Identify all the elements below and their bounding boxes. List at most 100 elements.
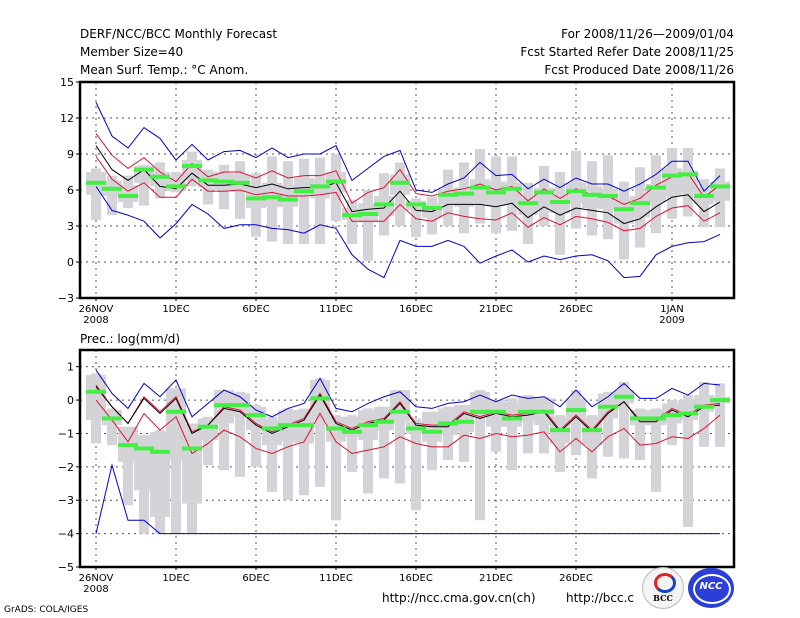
precip-median-marker <box>118 443 138 448</box>
temp-median-marker <box>118 194 138 198</box>
temp-median-marker <box>310 184 330 189</box>
temp-whisker-bar <box>555 172 565 255</box>
precip-median-marker <box>406 426 426 431</box>
precip-median-marker <box>358 423 378 428</box>
precip-box <box>86 375 106 421</box>
temp-median-marker <box>262 195 282 200</box>
temp-median-marker <box>406 202 426 207</box>
temp-y-tick-label: −3 <box>58 292 74 305</box>
precip-box <box>182 423 202 504</box>
temp-plot-frame <box>78 80 736 300</box>
temp-median-marker <box>166 184 186 189</box>
precip-whisker-bar <box>123 426 133 506</box>
precip-whisker-bar <box>683 395 693 527</box>
precip-box <box>390 390 410 422</box>
precip-x-tick-label: 21DEC <box>479 573 513 584</box>
precip-whisker-bar <box>315 378 325 487</box>
ncc-logo: NCC <box>688 568 734 608</box>
variable-label: Mean Surf. Temp.: °C Anom. <box>80 63 249 77</box>
precip-whisker-bar <box>203 416 213 466</box>
precip-x-tick-label: 26NOV <box>79 573 114 584</box>
precip-y-tick-label: −5 <box>58 561 74 574</box>
precip-whisker-bar <box>651 408 661 492</box>
temp-median-marker <box>630 201 650 206</box>
precip-whisker-bar <box>603 391 613 457</box>
temp-y-tick-label: 12 <box>60 112 74 125</box>
temp-median-marker <box>214 179 234 184</box>
temp-median-marker <box>646 185 666 190</box>
precip-median-marker <box>422 429 442 434</box>
temp-whisker-bar <box>315 157 325 244</box>
precip-x-tick-label: 6DEC <box>242 573 269 584</box>
precip-median-marker <box>390 409 410 414</box>
precip-box <box>502 401 522 427</box>
precip-median-marker <box>166 409 186 414</box>
precip-whisker-bar <box>171 388 181 534</box>
temp-y-tick-label: 15 <box>60 76 74 89</box>
ncc-logo-text: NCC <box>699 581 723 592</box>
precip-median-marker <box>614 394 634 399</box>
precip-y-tick-label: 1 <box>67 361 74 374</box>
temp-series-max-line <box>95 102 721 193</box>
precip-whisker-bar <box>107 408 117 446</box>
precip-x-tick-label: 1DEC <box>162 573 189 584</box>
temp-median-marker <box>134 167 154 172</box>
temp-median-marker <box>710 184 730 189</box>
temp-x-tick-sublabel: 2009 <box>659 315 684 326</box>
precip-median-marker <box>326 426 346 431</box>
precip-median-marker <box>86 389 106 394</box>
temp-x-tick-label: 6DEC <box>242 304 269 315</box>
precip-whisker-bar <box>363 408 373 494</box>
temp-median-marker <box>102 186 122 191</box>
temp-median-marker <box>342 213 362 218</box>
precip-median-marker <box>374 419 394 424</box>
precip-median-marker <box>710 398 730 403</box>
precip-median-marker <box>134 446 154 451</box>
grads-credit: GrADS: COLA/IGES <box>4 605 89 615</box>
temp-median-marker <box>598 194 618 198</box>
precip-whisker-bar <box>475 390 485 521</box>
precip-whisker-bar <box>715 383 725 447</box>
precip-median-marker <box>294 423 314 428</box>
temp-median-marker <box>422 206 442 210</box>
temp-median-marker <box>582 192 602 197</box>
precip-box <box>198 418 218 441</box>
temp-x-tick-label: 1DEC <box>162 304 189 315</box>
temp-y-tick-label: 3 <box>67 220 74 233</box>
temp-median-marker <box>86 180 106 185</box>
precip-y-tick-label: −1 <box>58 427 74 440</box>
precip-x-tick-label: 11DEC <box>319 573 353 584</box>
temp-whisker-bar <box>363 190 373 261</box>
precip-whisker-bar <box>347 415 357 472</box>
precip-whisker-bar <box>507 398 517 471</box>
precip-median-marker <box>550 428 570 433</box>
temp-median-marker <box>438 192 458 197</box>
temp-median-marker <box>230 180 250 185</box>
ncc-url-link[interactable]: http://ncc.cma.gov.cn(ch) <box>382 591 536 605</box>
precip-median-marker <box>582 428 602 433</box>
precip-median-marker <box>534 409 554 414</box>
temp-median-marker <box>390 180 410 185</box>
precip-whisker-bar <box>459 405 469 462</box>
temp-median-marker <box>374 202 394 207</box>
temp-box <box>582 186 602 208</box>
temp-median-marker <box>294 189 314 194</box>
temp-median-marker <box>454 191 474 196</box>
forecast-period: For 2008/11/26—2009/01/04 <box>561 27 734 41</box>
temp-box <box>262 182 282 207</box>
temp-median-marker <box>278 197 298 202</box>
temp-whisker-bar <box>411 198 421 237</box>
precip-series-max-line <box>95 369 721 418</box>
precip-box <box>166 388 186 461</box>
temp-x-tick-label: 21DEC <box>479 304 513 315</box>
temp-median-marker <box>326 179 346 184</box>
bcc-url-link[interactable]: http://bcc.c <box>566 591 634 605</box>
temp-median-marker <box>518 201 538 206</box>
temp-box <box>678 170 698 194</box>
precip-median-marker <box>438 421 458 426</box>
precip-whisker-bar <box>587 415 597 479</box>
precip-median-marker <box>262 426 282 431</box>
precip-whisker-bar <box>571 390 581 456</box>
forecast-produced-date: Fcst Produced Date 2008/11/26 <box>544 63 734 77</box>
